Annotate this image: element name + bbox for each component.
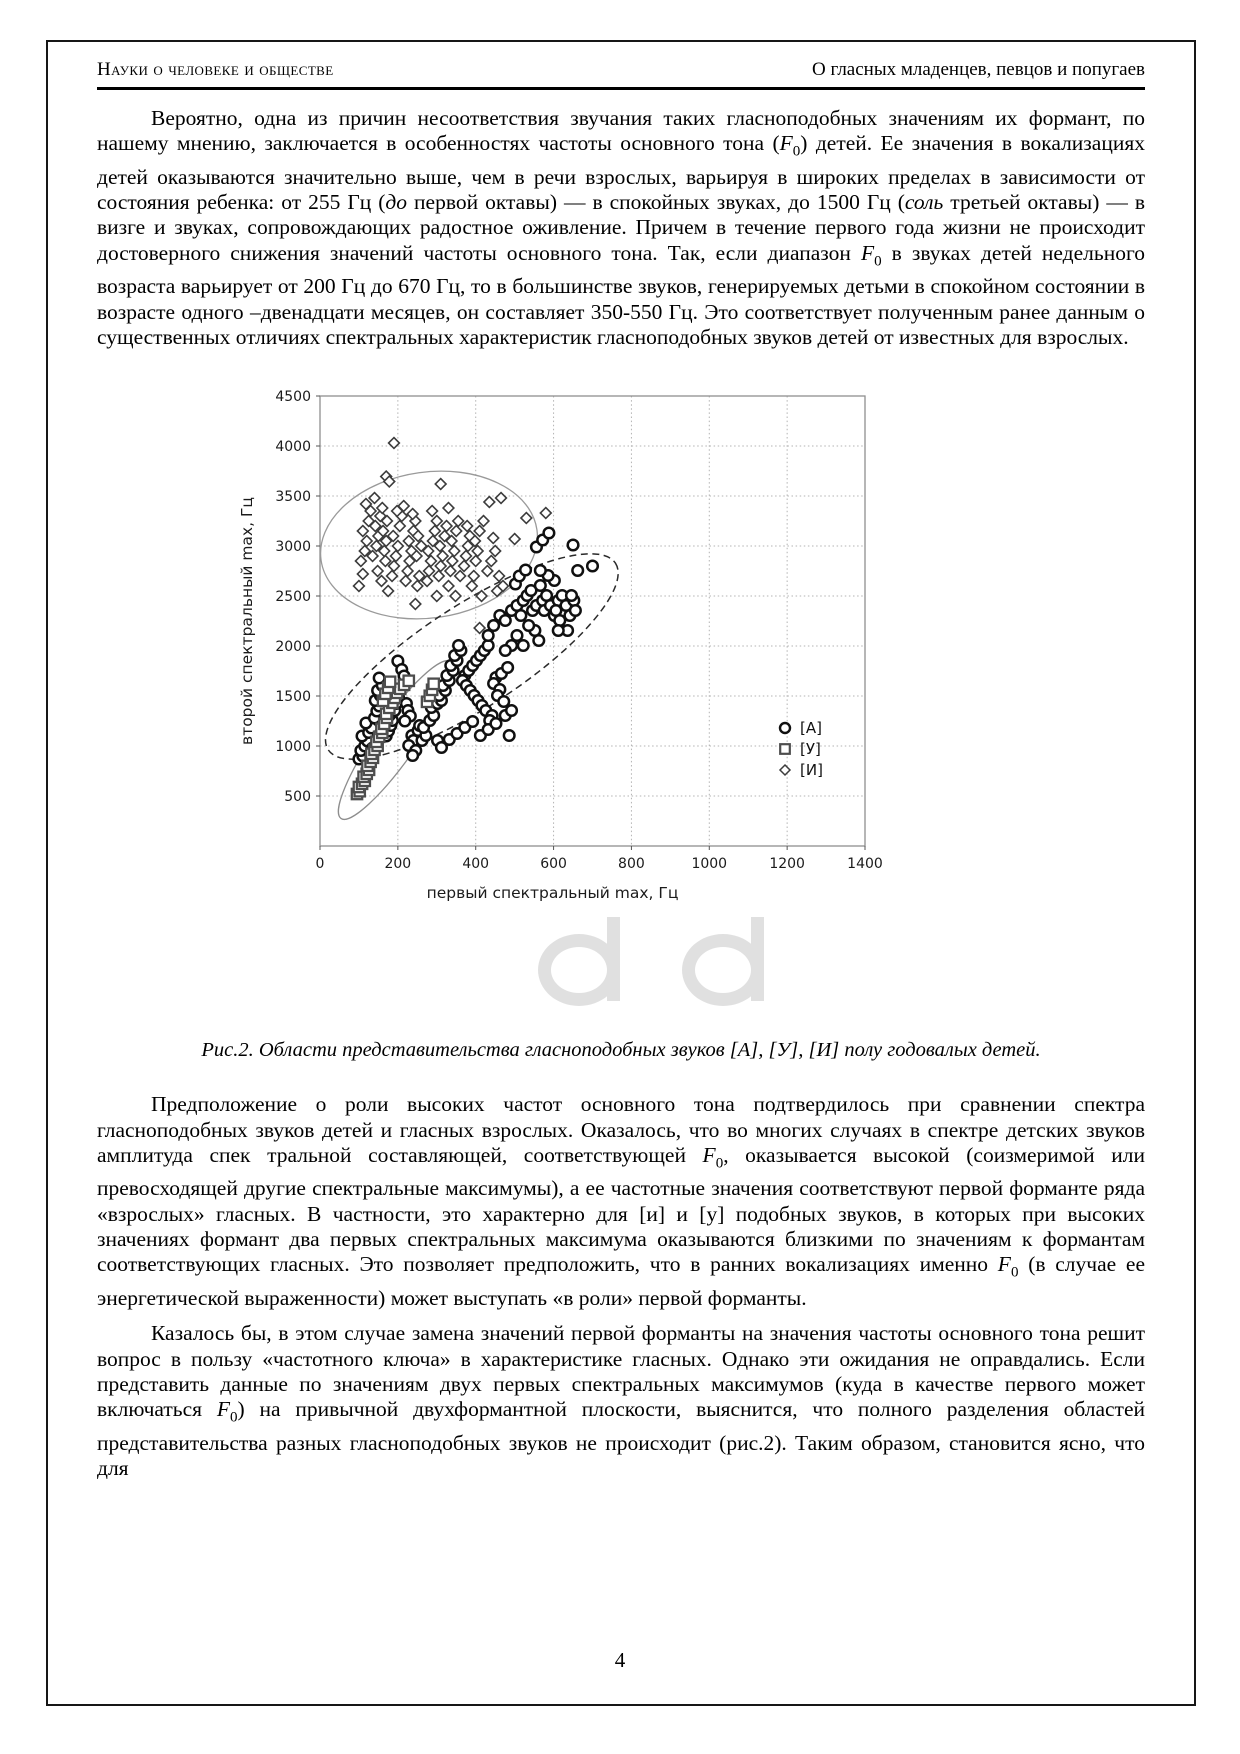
svg-text:4000: 4000 <box>275 439 311 455</box>
svg-text:2000: 2000 <box>275 639 311 655</box>
x-axis-title: первый спектральный max, Гц <box>427 884 679 902</box>
legend: [А] [У] [И] <box>778 719 823 779</box>
series-[У] <box>350 674 441 801</box>
svg-text:1500: 1500 <box>275 689 311 705</box>
svg-text:4500: 4500 <box>275 389 311 405</box>
svg-text:800: 800 <box>618 856 645 872</box>
svg-text:1400: 1400 <box>847 856 883 872</box>
page-number: 4 <box>614 1648 626 1672</box>
svg-text:3500: 3500 <box>275 489 311 505</box>
svg-text:1200: 1200 <box>769 856 805 872</box>
running-head-section: Науки о человеке и обществе <box>97 59 334 80</box>
svg-text:500: 500 <box>284 789 311 805</box>
y-axis-title: второй спектральный max, Гц <box>238 497 256 745</box>
tick-labels: 0 200 400 600 800 1000 1200 1400 500 1000 1500 2000… <box>275 389 882 872</box>
axis-ticks <box>316 395 866 851</box>
paragraph: Казалось бы, в этом случае замена значен… <box>97 1321 1145 1481</box>
paragraphs-bottom: Предположение о роли высоких частот осно… <box>97 1092 1145 1481</box>
figure-caption: Рис.2. Области представительства гласноп… <box>201 1039 1041 1062</box>
figure-2: 0 200 400 600 800 1000 1200 1400 500 1000 1500 2000… <box>97 376 1145 1062</box>
svg-text:400: 400 <box>462 856 489 872</box>
svg-text:3000: 3000 <box>275 539 311 555</box>
paragraph: Предположение о роли высоких частот осно… <box>97 1092 1145 1310</box>
scatter-chart: 0 200 400 600 800 1000 1200 1400 500 1000 1500 2000… <box>238 389 883 902</box>
series-[А] <box>352 526 600 766</box>
series-[И] <box>352 436 553 635</box>
legend-label: [У] <box>800 740 821 758</box>
svg-text:600: 600 <box>540 856 567 872</box>
svg-text:1000: 1000 <box>691 856 727 872</box>
svg-text:200: 200 <box>384 856 411 872</box>
page-header: Науки о человеке и обществе О гласных мл… <box>97 58 1145 82</box>
watermark <box>420 912 780 1006</box>
svg-text:0: 0 <box>316 856 325 872</box>
header-rule <box>97 87 1145 90</box>
svg-text:1000: 1000 <box>275 739 311 755</box>
plot-border <box>319 395 866 847</box>
paragraphs-top: Вероятно, одна из причин несоответствия … <box>97 106 1145 350</box>
svg-text:2500: 2500 <box>275 589 311 605</box>
legend-label: [А] <box>800 719 822 737</box>
paragraph: Вероятно, одна из причин несоответствия … <box>97 106 1145 349</box>
grid <box>319 395 866 847</box>
page-content: Науки о человеке и обществе О гласных мл… <box>97 58 1145 1481</box>
legend-label: [И] <box>800 761 823 779</box>
running-head-title: О гласных младенцев, певцов и попугаев <box>812 59 1145 80</box>
